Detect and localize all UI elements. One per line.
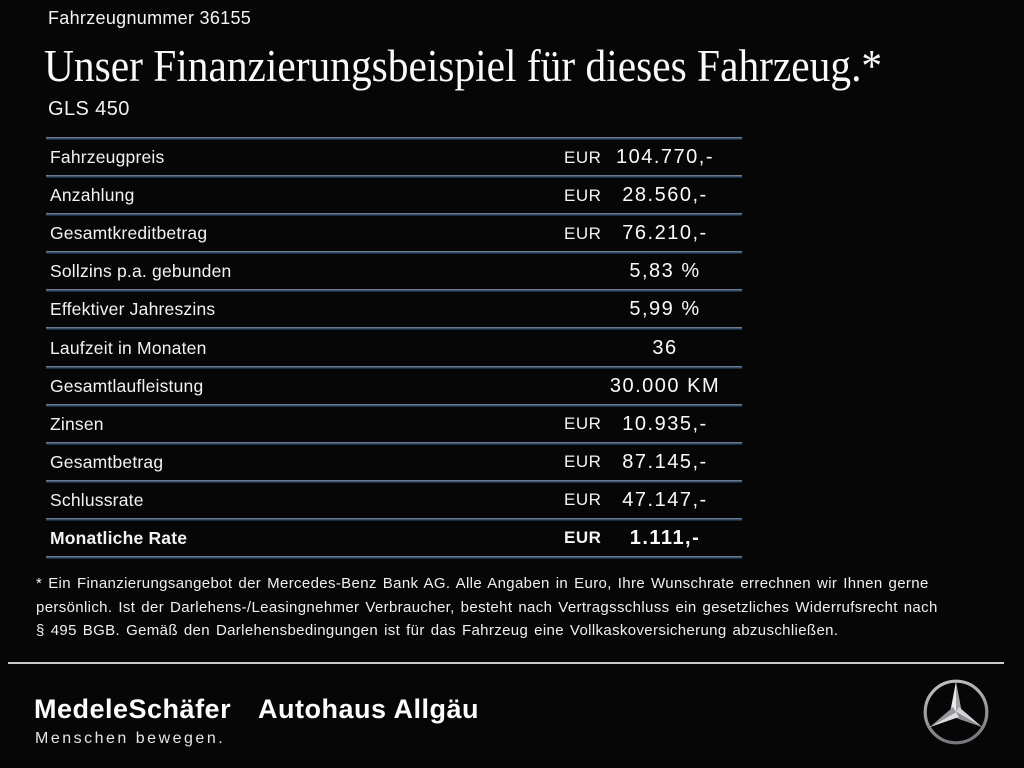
row-currency: EUR [564,490,602,510]
dealer-logo-medele-schaefer: MedeleSchäfer [34,694,232,724]
footnote-line: persönlich. Ist der Darlehens-/Leasingne… [36,598,938,616]
table-rows: Fahrzeugpreis EUR 104.770,- Anzahlung EUR 28.… [46,137,742,556]
dealer-tagline: Menschen bewegen. [35,730,226,747]
row-label: Fahrzeugpreis [50,147,165,168]
footer-separator-line [8,662,1004,664]
table-bottom-line [46,556,742,560]
row-value: 87.145,- [622,450,708,473]
row-label: Effektiver Jahreszins [50,299,216,320]
table-row: Sollzins p.a. gebunden 5,83 % [46,251,742,289]
row-label: Gesamtlaufleistung [50,375,204,396]
row-value: 76.210,- [622,222,708,245]
row-currency: EUR [564,223,602,243]
row-value: 36 [652,336,678,359]
footnote-line: § 495 BGB. Gemäß den Darlehensbedingunge… [36,622,839,639]
row-label: Monatliche Rate [50,527,188,548]
row-label: Schlussrate [50,489,144,510]
table-row: Zinsen EUR 10.935,- [46,403,742,442]
footnote: * Ein Finanzierungsangebot der Mercedes-… [36,572,991,643]
table-row: Schlussrate EUR 47.147,- [46,479,742,518]
row-value: 28.560,- [622,184,708,207]
row-currency: EUR [564,185,602,205]
table-row: Gesamtlaufleistung 30.000 KM [46,365,742,404]
vehicle-model: GLS 450 [48,98,130,120]
row-value: 10.935,- [622,412,708,435]
table-row: Fahrzeugpreis EUR 104.770,- [46,137,742,175]
mercedes-benz-star-icon [923,679,989,745]
row-currency: EUR [564,147,602,167]
row-value: 5,83 % [629,260,701,283]
table-row: Gesamtkreditbetrag EUR 76.210,- [46,213,742,251]
row-label: Gesamtkreditbetrag [50,223,208,244]
row-currency: EUR [564,414,602,434]
dealer-logo-autohaus-allgaeu: Autohaus Allgäu [258,694,479,724]
row-value: 1.111,- [629,526,701,549]
table-row: Laufzeit in Monaten 36 [46,327,742,365]
row-label: Zinsen [50,413,104,434]
table-row: Effektiver Jahreszins 5,99 % [46,289,742,327]
row-label: Sollzins p.a. gebunden [50,261,232,282]
row-label: Laufzeit in Monaten [50,337,207,358]
footnote-line: * Ein Finanzierungsangebot der Mercedes-… [36,575,929,592]
financing-table: Fahrzeugpreis EUR 104.770,- Anzahlung EUR 28.… [46,137,742,560]
page-title: Unser Finanzierungsbeispiel für dieses F… [44,41,883,91]
row-value: 30.000 KM [609,374,721,397]
row-label: Gesamtbetrag [50,451,164,472]
table-row: Monatliche Rate EUR 1.111,- [46,517,742,556]
row-value: 5,99 % [629,298,701,321]
vehicle-number: Fahrzeugnummer 36155 [48,8,252,28]
row-currency: EUR [564,528,602,548]
row-label: Anzahlung [50,185,135,206]
row-currency: EUR [564,452,602,472]
table-row: Anzahlung EUR 28.560,- [46,175,742,213]
row-value: 104.770,- [615,146,714,169]
table-row: Gesamtbetrag EUR 87.145,- [46,441,742,480]
row-value: 47.147,- [622,488,708,511]
